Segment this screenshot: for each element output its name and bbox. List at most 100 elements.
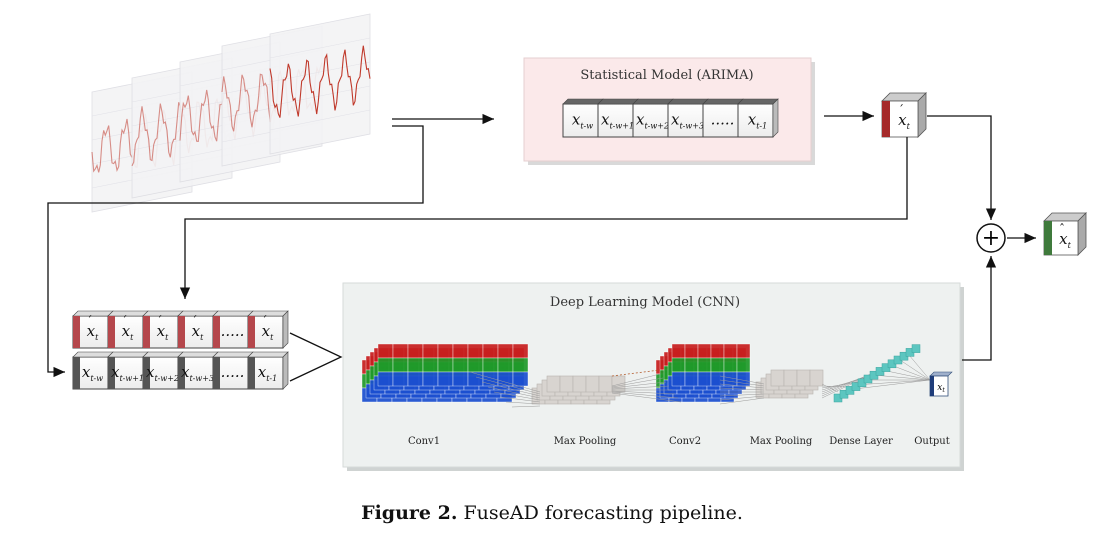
arima-output-label: xt [898, 111, 910, 131]
dense-layer-block [833, 344, 921, 403]
window-row-label-4: ..... [221, 363, 245, 381]
arima-window-label-3-sub: t-w+3 [679, 122, 704, 131]
arima-window-cell-5 [737, 103, 774, 138]
forecast-row-label-1-base: x [122, 322, 131, 340]
fusion-plus-symbol: + [982, 226, 1000, 251]
time-series-input [91, 13, 371, 213]
window-row-label-5-base: x [258, 363, 267, 381]
arima-output-label-base: x [898, 111, 907, 129]
arima-window-label-4: ..... [711, 111, 735, 129]
window-row-label-3-base: x [181, 363, 190, 381]
line-arima-output-to-cnn-row [179, 137, 908, 299]
layer-label-conv2: Conv2 [669, 436, 701, 447]
forecast-row-label-0-sub: t [95, 333, 99, 342]
line-arima-output-to-fusion [927, 115, 997, 220]
max-pooling-1-block [531, 375, 626, 405]
arima-window-cell-1 [597, 103, 634, 138]
final-output-cube: xtˆ [1043, 212, 1087, 256]
arima-window-label-1-sub: t-w+1 [609, 122, 634, 131]
forecast-row-label-2-accent: ˊ [157, 314, 163, 328]
window-row-label-5: xt-1 [258, 363, 277, 383]
arima-window-label-2-base: x [636, 111, 645, 129]
deep-learning-model-box: Deep Learning Model (CNN) xt Conv1 Max P… [342, 282, 964, 471]
statistical-model-title: Statistical Model (ARIMA) [580, 68, 753, 83]
conv1-block [361, 343, 529, 403]
funnel-rows-to-cnn [289, 332, 343, 382]
final-output-label-accent: ˆ [1059, 222, 1065, 236]
window-row-label-1-base: x [111, 363, 120, 381]
arima-window-label-2-sub: t-w+2 [644, 122, 669, 131]
series-line-4 [269, 45, 371, 118]
final-output-label: xt [1059, 230, 1071, 250]
forecast-row-label-1: xt [122, 322, 134, 342]
arima-window-label-5-sub: t-1 [756, 122, 767, 131]
forecast-row-label-5: xt [262, 322, 274, 342]
layer-label-max-pooling-1: Max Pooling [554, 436, 617, 447]
forecast-row-label-2-base: x [157, 322, 166, 340]
arima-window-cells: xt-w xt-w+1 xt-w+2 xt-w+3..... xt-1 [562, 98, 779, 138]
fusead-pipeline-diagram: Statistical Model (ARIMA) xt-w xt-w+1 xt-w… [47, 13, 1087, 471]
cnn-architecture: xt [361, 343, 953, 408]
final-output-label-base: x [1059, 230, 1068, 248]
layer-label-max-pooling-2: Max Pooling [750, 436, 813, 447]
arima-window-label-0: xt-w [572, 111, 593, 131]
line-cnn-to-fusion [962, 256, 997, 361]
caption-label: Figure 2. [361, 502, 458, 524]
arima-window-cell-2 [632, 103, 669, 138]
arima-window-label-1-base: x [601, 111, 610, 129]
forecast-row-label-3: xt [192, 322, 204, 342]
max-pooling-2-block [755, 369, 824, 399]
arima-output-cube: xtˊ [881, 92, 927, 138]
cnn-output-cell: xt [929, 371, 953, 397]
arima-window-label-4-base: ..... [711, 111, 735, 129]
forecast-row-label-0-base: x [87, 322, 96, 340]
forecast-row-label-4: ..... [221, 322, 245, 340]
window-row-label-2: xt-w+2 [146, 363, 179, 383]
window-row-label-0: xt-w [82, 363, 103, 383]
line-series-to-cnn [47, 125, 424, 378]
arima-window-label-2: xt-w+2 [636, 111, 669, 131]
forecast-row-label-5-sub: t [270, 333, 274, 342]
connectors [47, 110, 1036, 382]
window-row-label-2-sub: t-w+2 [154, 374, 179, 383]
arima-window-label-5: xt-1 [748, 111, 767, 131]
window-row-label-1: xt-w+1 [111, 363, 144, 383]
arima-output-label-accent: ˊ [898, 103, 904, 117]
forecast-row-label-2-sub: t [165, 333, 169, 342]
window-row-label-5-sub: t-1 [266, 374, 277, 383]
forecast-row-label-1-accent: ˊ [122, 314, 128, 328]
forecast-row-label-3-accent: ˊ [192, 314, 198, 328]
window-row-label-3-sub: t-w+3 [189, 374, 214, 383]
layer-label-dense: Dense Layer [829, 436, 893, 447]
deep-learning-model-title: Deep Learning Model (CNN) [550, 295, 740, 310]
forecast-row-label-0: xt [87, 322, 99, 342]
arima-window-label-0-sub: t-w [580, 122, 593, 131]
arima-window-label-5-base: x [748, 111, 757, 129]
arima-window-label-0-base: x [572, 111, 581, 129]
statistical-model-box: Statistical Model (ARIMA) xt-w xt-w+1 xt-w… [523, 57, 815, 165]
forecast-row-label-0-accent: ˊ [87, 314, 93, 328]
window-row-label-0-sub: t-w [90, 374, 103, 383]
arima-window-cell-0 [562, 103, 599, 138]
forecast-row-label-4-base: ..... [221, 322, 245, 340]
forecast-row-label-1-sub: t [130, 333, 134, 342]
layer-label-output: Output [914, 436, 950, 447]
forecast-row-label-5-base: x [262, 322, 271, 340]
window-row-label-1-sub: t-w+1 [119, 374, 144, 383]
cnn-output-label: xt [937, 383, 945, 394]
window-row-label-0-base: x [82, 363, 91, 381]
figure-caption: Figure 2. FuseAD forecasting pipeline. [0, 502, 1104, 524]
forecast-row-label-3-sub: t [200, 333, 204, 342]
cnn-window-row: xt-w xt-w+1 xt-w+2 xt-w+3..... xt-1 [72, 351, 289, 390]
window-row-label-2-base: x [146, 363, 155, 381]
window-row-label-3: xt-w+3 [181, 363, 214, 383]
window-row-label-4-base: ..... [221, 363, 245, 381]
arima-output-label-sub: t [907, 122, 911, 131]
forecast-row-label-2: xt [157, 322, 169, 342]
forecast-row-label-5-accent: ˊ [262, 314, 268, 328]
caption-text: FuseAD forecasting pipeline. [463, 502, 743, 524]
conv2-block [655, 343, 751, 403]
layer-label-conv1: Conv1 [408, 436, 440, 447]
fusion-node: + [976, 223, 1006, 253]
